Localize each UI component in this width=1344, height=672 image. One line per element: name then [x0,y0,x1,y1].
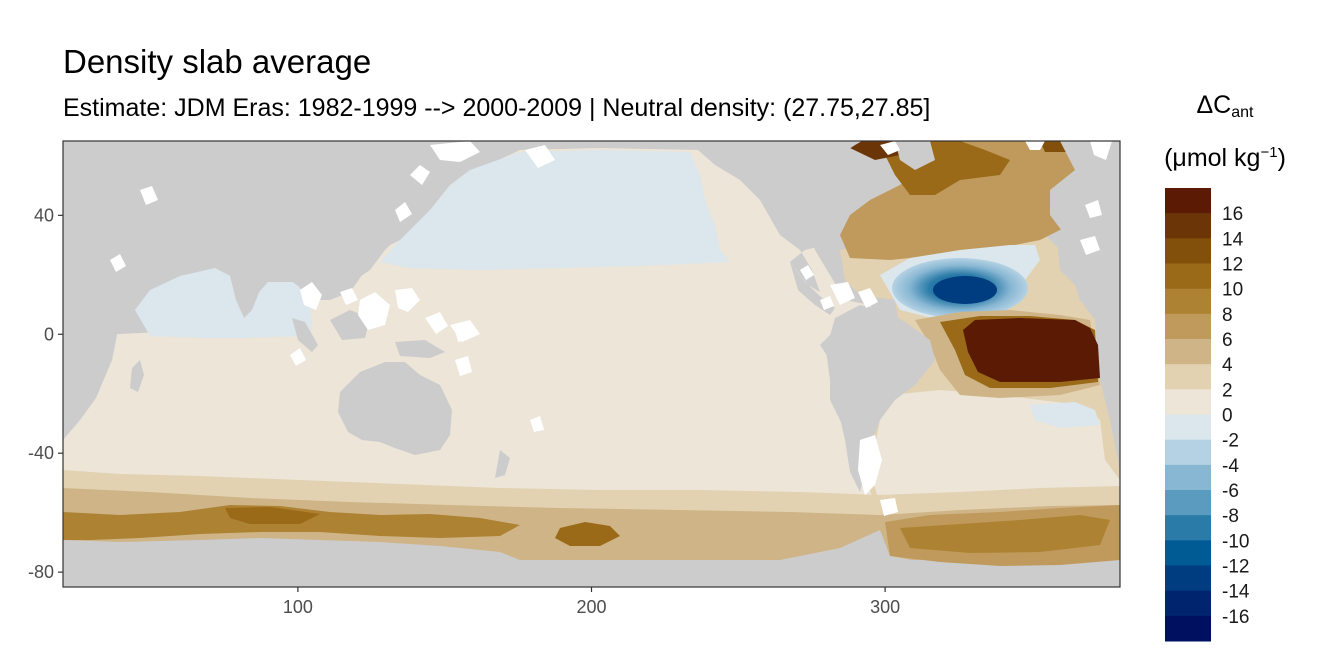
legend-title-unit: (μmol kg−1) [1164,144,1286,172]
legend-swatch [1165,389,1211,415]
land-india [228,268,262,318]
legend-break-label: -12 [1222,557,1249,578]
region-north-pacific [380,150,730,270]
legend-swatch [1165,615,1211,642]
legend-break-label: 2 [1222,380,1233,401]
land-europe [1050,141,1120,300]
land-new-guinea [395,340,445,358]
legend-swatch [1165,490,1211,516]
region-south-atlantic-blue [1030,402,1100,428]
map-panel [63,141,1120,587]
region-tropical-atlantic-max [963,318,1100,382]
plot-subtitle: Estimate: JDM Eras: 1982-1999 --> 2000-2… [63,94,931,122]
y-tick-label: 0 [44,324,54,344]
no-data-patches [110,141,1112,516]
legend-swatch [1165,464,1211,491]
region-north-atlantic-subpolar [840,141,1100,260]
legend-colorbar [1165,188,1211,642]
legend-swatch [1165,540,1211,566]
region-antarctic-pacific-patch [555,522,620,546]
region-na-minimum-core [933,276,997,304]
legend-break-label: 6 [1222,330,1233,351]
legend-break-label: 14 [1222,229,1244,250]
x-tick-label: 200 [576,597,606,617]
region-north-indian [135,268,312,338]
land-eurasia [63,141,460,295]
land-africa-east [1100,300,1120,430]
land-africa [63,205,168,440]
legend-swatch [1165,313,1211,340]
legend-labels: 16 14 12 10 8 6 4 2 0 -2 -4 -6 -8 -10 -12 -14 -16 [1222,204,1250,628]
legend-swatch [1165,339,1211,365]
legend-break-label: -16 [1222,607,1249,628]
land-australia [338,362,452,455]
legend-swatch [1165,213,1211,239]
legend-break-label: -8 [1222,506,1239,527]
x-tick-label: 100 [283,597,313,617]
legend-swatch [1165,238,1211,264]
legend-break-label: -10 [1222,531,1249,552]
y-tick-label: -80 [28,562,54,582]
region-weddell-core [900,515,1110,553]
legend-swatch [1165,565,1211,592]
legend-title-variable: ΔCant [1196,91,1254,121]
land-madagascar [130,360,144,392]
land-north-america [690,141,860,292]
land-greenland [895,141,935,170]
y-tick-label: -40 [28,443,54,463]
legend-break-label: -2 [1222,431,1239,452]
legend-swatch [1165,439,1211,466]
legend-break-label: 0 [1222,406,1233,427]
plot-title: Density slab average [63,43,372,80]
legend-swatch [1165,515,1211,541]
region-antarctic-indian-core [225,507,320,524]
legend-break-label: 16 [1222,204,1243,225]
legend-swatch [1165,364,1211,390]
legend-break-label: -14 [1222,582,1250,603]
legend-swatch [1165,414,1211,441]
legend-break-label: 8 [1222,305,1233,326]
legend-break-label: -6 [1222,481,1239,502]
land-sumatra [292,318,318,352]
legend-break-label: -4 [1222,456,1239,477]
legend-break-label: 10 [1222,280,1243,301]
y-tick-label: 40 [34,205,54,225]
x-tick-label: 300 [870,597,900,617]
land-antarctica [63,530,1120,587]
legend-swatch [1165,188,1211,214]
legend-swatch [1165,590,1211,617]
legend-swatch [1165,288,1211,315]
legend-swatch [1165,263,1211,290]
legend-break-label: 12 [1222,255,1243,276]
land-south-america [826,305,935,492]
legend-break-label: 4 [1222,355,1233,376]
land-new-zealand [495,450,510,478]
